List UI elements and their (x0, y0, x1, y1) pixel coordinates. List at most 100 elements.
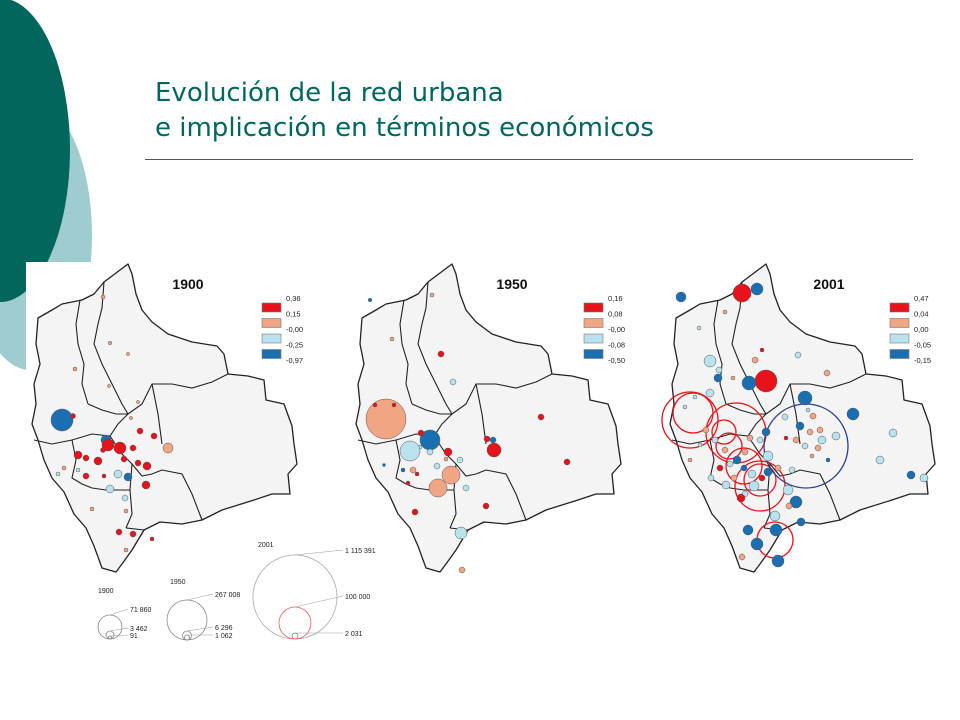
city-marker (696, 325, 702, 331)
map-year-label: 1950 (496, 276, 527, 292)
city-marker (687, 457, 693, 463)
size-legend-circle (184, 634, 190, 641)
department-border (417, 281, 453, 415)
city-marker (741, 448, 749, 456)
city-marker (101, 438, 115, 452)
city-marker (805, 407, 811, 413)
city-marker (365, 398, 407, 440)
city-marker (794, 351, 802, 359)
department-border (151, 383, 163, 445)
city-marker (429, 292, 435, 298)
city-marker (705, 388, 715, 398)
city-marker (426, 448, 434, 456)
city-marker (769, 510, 781, 522)
city-marker (82, 454, 90, 462)
city-marker (814, 444, 822, 452)
city-marker (372, 402, 378, 408)
legend-break-label: 0,04 (914, 310, 929, 319)
city-marker (761, 427, 771, 437)
city-marker (721, 480, 731, 490)
city-marker (785, 502, 793, 510)
city-marker (750, 537, 764, 551)
size-legend-year: 2001 (258, 542, 274, 549)
size-legend-leader (186, 626, 214, 632)
department-border (395, 439, 417, 489)
slide-title: Evolución de la red urbana e implicación… (155, 76, 654, 146)
city-marker (692, 394, 698, 400)
city-marker (537, 413, 545, 421)
city-marker (726, 460, 734, 468)
legend-swatch (889, 318, 910, 328)
size-legend-value: 71 860 (130, 607, 152, 614)
city-marker (107, 384, 111, 388)
city-marker (825, 457, 831, 463)
city-marker (782, 484, 794, 496)
city-marker (115, 528, 123, 536)
city-marker (703, 354, 717, 368)
city-marker (449, 378, 457, 386)
legend-swatch (261, 318, 282, 328)
city-marker (888, 428, 898, 438)
department-border (127, 373, 229, 415)
size-legend-leader (109, 634, 129, 637)
size-legend-value: 6 296 (215, 625, 233, 632)
population-ring (715, 432, 743, 460)
city-marker (482, 502, 490, 510)
legend-break-label: -0,05 (914, 341, 931, 350)
city-marker (142, 461, 152, 471)
department-border (87, 403, 128, 415)
department-border (399, 299, 413, 405)
city-marker (367, 297, 373, 303)
city-marker (89, 506, 95, 512)
city-marker (801, 442, 809, 450)
city-marker (129, 444, 137, 452)
size-legend-circle (278, 606, 312, 640)
deco-dark-ellipse (0, 0, 70, 302)
title-line-2: e implicación en términos económicos (155, 113, 654, 143)
city-marker (697, 442, 703, 448)
city-marker (783, 435, 789, 441)
city-marker (906, 470, 916, 480)
city-marker (441, 465, 461, 485)
city-marker (443, 456, 449, 462)
city-marker (756, 436, 764, 444)
department-border (475, 383, 487, 445)
legend-swatch (583, 333, 604, 344)
city-marker (741, 375, 757, 391)
country-outline (355, 263, 622, 573)
city-marker (129, 530, 137, 538)
department-border (451, 373, 553, 415)
city-marker (93, 456, 103, 466)
color-legend: 0,47 0,04 0,00 -0,05 -0,15 (889, 294, 931, 365)
size-legend-circle (291, 632, 299, 640)
city-marker (721, 446, 729, 454)
city-marker (70, 413, 76, 419)
legend-swatch (583, 302, 604, 313)
city-marker (456, 456, 464, 464)
color-legend: 0,16 0,08 -0,00 -0,08 -0,50 (583, 294, 625, 365)
city-marker (389, 336, 395, 342)
city-marker (134, 459, 142, 467)
size-legend-year: 1900 (98, 588, 114, 595)
legend-break-label: 0,08 (608, 310, 623, 319)
size-legend-2001: 2001 1 115 391 100 000 2 031 (252, 542, 376, 640)
size-legend-leader (186, 593, 214, 601)
city-marker (162, 442, 174, 454)
city-marker (809, 412, 817, 420)
size-legend-leader (109, 627, 129, 632)
size-legend-value: 3 462 (130, 626, 148, 633)
city-marker (120, 455, 128, 463)
size-legend-leader (294, 595, 344, 608)
city-marker (875, 455, 885, 465)
city-marker (107, 340, 113, 346)
legend-break-label: 0,00 (914, 325, 929, 334)
city-marker (72, 366, 78, 372)
legend-break-label: 0,36 (286, 294, 301, 303)
size-legend-value: 2 031 (345, 631, 363, 638)
legend-swatch (583, 318, 604, 328)
city-marker (150, 432, 158, 440)
city-marker (454, 526, 468, 540)
city-marker (797, 390, 813, 406)
city-marker (919, 473, 929, 483)
city-marker (489, 436, 497, 444)
